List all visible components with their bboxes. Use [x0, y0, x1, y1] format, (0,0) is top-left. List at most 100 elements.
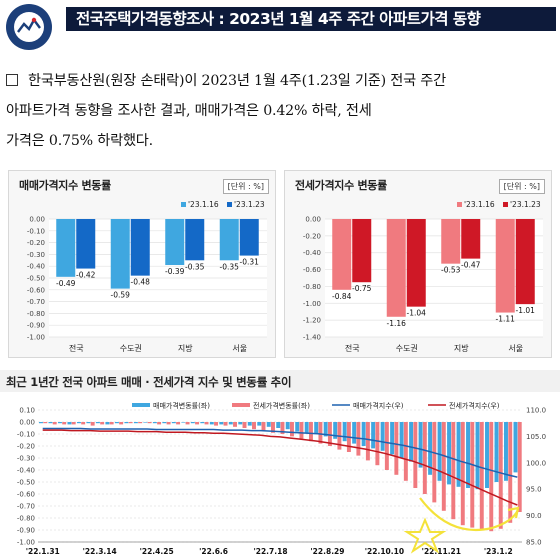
rent-ytick-label: -1.40	[303, 334, 321, 342]
trend-rent-bar	[119, 422, 124, 425]
trend-sale-bar	[48, 422, 53, 424]
trend-sale-bar	[513, 422, 518, 473]
sale-ytick-label: -0.20	[27, 239, 45, 247]
trend-rent-bar	[384, 422, 389, 470]
sale-category-label: 서울	[232, 344, 247, 353]
report-header: 전국주택가격동향조사 : 2023년 1월 4주 주간 아파트가격 동향	[0, 0, 560, 52]
sale-data-label: -0.39	[165, 267, 185, 276]
trend-title-band	[0, 370, 560, 392]
trend-rent-bar	[62, 422, 67, 425]
rent-legend-swatch	[457, 202, 462, 207]
sale-data-label: -0.42	[76, 271, 96, 280]
report-title: 전국주택가격동향조사 : 2023년 1월 4주 주간 아파트가격 동향	[66, 7, 556, 31]
trend-sale-bar	[190, 422, 195, 424]
trend-rent-bar	[90, 422, 95, 426]
trend-sale-bar	[504, 422, 508, 481]
rent-data-label: -0.53	[441, 266, 461, 275]
rent-data-label: -0.84	[332, 292, 352, 301]
trend-sale-bar	[333, 422, 338, 439]
trend-rent-bar	[375, 422, 380, 466]
trend-sale-bar	[295, 422, 300, 432]
trend-x-tick-label: '22.11.21	[422, 547, 461, 556]
trend-ytick-right: 90.0	[526, 512, 542, 520]
trend-ytick-left: 0.00	[19, 419, 35, 427]
trend-sale-bar	[409, 422, 414, 462]
sale-chart-title: 매매가격지수 변동률	[19, 179, 111, 192]
sale-bar	[56, 219, 76, 277]
trend-ytick-right: 85.0	[526, 539, 542, 547]
rent-data-label: -1.16	[387, 319, 407, 328]
rent-ytick-label: -0.80	[303, 283, 321, 291]
sale-data-label: -0.31	[240, 258, 260, 267]
rent-chart-title: 전세가격지수 변동률	[295, 179, 387, 192]
annotation-arrowhead-icon	[507, 506, 520, 519]
trend-sale-bar	[466, 422, 471, 488]
trend-rent-bar	[252, 422, 256, 430]
trend-sale-bar	[399, 422, 404, 458]
trend-sale-bar	[133, 422, 138, 424]
trend-rent-bar	[109, 422, 114, 425]
trend-rent-bar	[451, 422, 456, 520]
trend-x-tick-label: '22.6.6	[199, 547, 228, 556]
trend-ytick-left: -0.30	[17, 455, 35, 463]
trend-rent-bar	[176, 422, 181, 425]
trend-sale-bar	[143, 422, 148, 423]
trend-sale-bar	[371, 422, 376, 449]
trend-x-tick-label: '22.1.31	[26, 547, 60, 556]
trend-ytick-left: -0.70	[17, 503, 35, 511]
trend-rent-bar	[100, 422, 105, 425]
trend-sale-bar	[380, 422, 385, 451]
trend-chart-section: 최근 1년간 전국 아파트 매매 · 전세가격 지수 및 변동률 추이 매매가격…	[0, 370, 560, 560]
trend-ytick-left: -0.50	[17, 479, 35, 487]
trend-sale-bar	[485, 422, 489, 488]
trend-sale-bar	[238, 422, 243, 425]
trend-ytick-right: 105.0	[526, 433, 546, 441]
trend-ytick-left: -0.40	[17, 467, 35, 475]
trend-ytick-left: -0.60	[17, 491, 35, 499]
trend-sale-bar	[276, 422, 281, 428]
sale-bar	[110, 219, 130, 289]
sale-data-label: -0.35	[220, 262, 240, 271]
trend-rent-bar	[214, 422, 219, 426]
trend-ytick-left: -0.20	[17, 443, 35, 451]
trend-chart-title: 최근 1년간 전국 아파트 매매 · 전세가격 지수 및 변동률 추이	[6, 375, 292, 389]
trend-sale-bar	[390, 422, 395, 455]
trend-sale-bar	[352, 422, 357, 444]
sale-legend-swatch	[181, 202, 186, 207]
rent-ytick-label: 0.00	[305, 216, 321, 224]
trend-rent-bar	[508, 422, 513, 523]
rent-chart-unit: [단위 : %]	[498, 179, 545, 194]
trend-rent-bar	[489, 422, 494, 532]
sale-bar	[185, 219, 205, 261]
summary-text: 한국부동산원(원장 손태락)이 2023년 1월 4주(1.23일 기준) 전국…	[6, 73, 447, 149]
trend-sale-bar	[314, 422, 319, 434]
trend-rent-bar	[517, 422, 522, 512]
rent-ytick-label: -0.60	[303, 266, 321, 274]
rent-data-label: -1.11	[496, 315, 516, 324]
sale-data-label: -0.48	[131, 278, 151, 287]
emblem-dot	[31, 17, 37, 23]
trend-sale-bar	[428, 422, 433, 475]
sale-ytick-label: -1.00	[27, 334, 45, 342]
sale-bar	[219, 219, 239, 261]
rent-bar	[515, 219, 535, 305]
trend-legend-swatch	[132, 403, 150, 407]
trend-rent-bar	[470, 422, 475, 528]
trend-ytick-left: -0.80	[17, 515, 35, 523]
rent-category-label: 수도권	[396, 343, 418, 353]
trend-rent-bar	[280, 422, 285, 434]
trend-rent-bar	[128, 422, 133, 424]
sale-bar	[239, 219, 259, 256]
trend-rent-bar	[479, 422, 484, 530]
rent-ytick-label: -1.20	[303, 317, 321, 325]
sale-bar	[165, 219, 185, 266]
trend-rent-bar	[204, 422, 209, 425]
sale-ytick-label: -0.30	[27, 251, 45, 259]
rent-data-label: -1.01	[516, 306, 536, 315]
trend-sale-bar	[323, 422, 328, 437]
trend-sale-bar	[304, 422, 309, 433]
sale-legend-label: '23.1.16	[188, 200, 219, 209]
trend-rent-bar	[81, 422, 86, 425]
national-statistics-emblem-icon	[6, 4, 52, 50]
trend-rent-bar	[271, 422, 275, 433]
